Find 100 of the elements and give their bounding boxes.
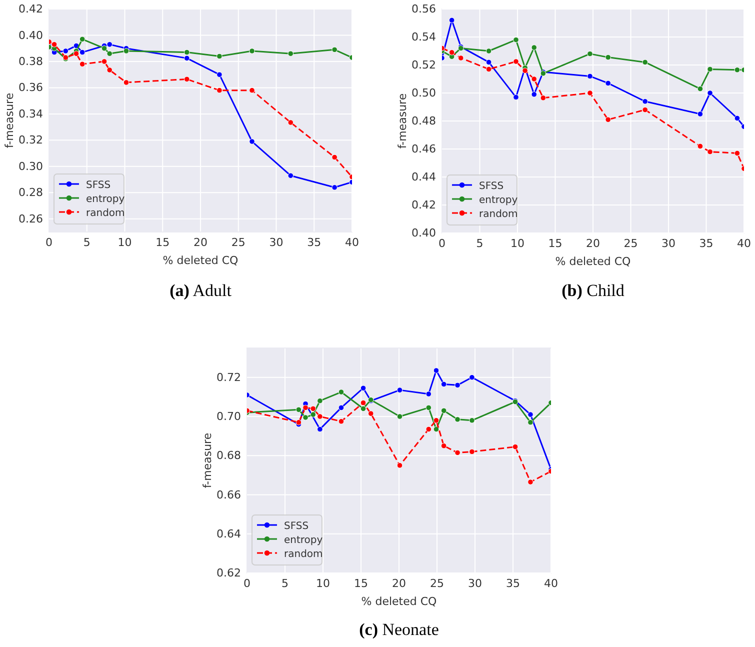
point xyxy=(101,45,108,52)
y-axis-title: f-measure xyxy=(201,432,214,488)
y-tick-label: 0.30 xyxy=(18,160,43,173)
y-tick-label: 0.34 xyxy=(18,107,43,120)
point xyxy=(106,50,112,56)
point xyxy=(469,418,475,424)
x-axis-title: % deleted CQ xyxy=(555,255,632,268)
point xyxy=(360,400,366,406)
point xyxy=(522,68,528,74)
point xyxy=(440,381,447,388)
point xyxy=(458,55,464,61)
y-axis-title: f-measure xyxy=(3,92,16,148)
point xyxy=(454,382,460,388)
point xyxy=(486,48,492,54)
x-tick-label: 0 xyxy=(244,576,250,590)
point xyxy=(360,406,366,412)
point xyxy=(106,42,112,48)
point xyxy=(123,48,130,54)
point xyxy=(433,368,440,374)
point xyxy=(317,426,323,432)
y-tick-label: 0.68 xyxy=(216,449,241,462)
point xyxy=(62,48,69,54)
point xyxy=(123,80,130,86)
point xyxy=(249,138,255,144)
x-tick-label: 15 xyxy=(354,576,368,590)
point xyxy=(288,50,294,56)
x-tick-label: 40 xyxy=(544,576,558,590)
point xyxy=(513,58,519,64)
legend-label: random xyxy=(479,209,518,220)
point xyxy=(512,444,518,450)
point xyxy=(310,406,316,412)
point xyxy=(426,426,432,432)
point xyxy=(697,86,704,92)
point xyxy=(79,36,86,42)
point xyxy=(302,414,308,420)
x-tick-label: 30 xyxy=(662,236,676,250)
x-axis-title: % deleted CQ xyxy=(361,595,438,608)
y-tick-label: 0.28 xyxy=(18,186,43,200)
point xyxy=(531,92,538,98)
point xyxy=(707,90,713,96)
point xyxy=(184,49,190,56)
x-tick-label: 15 xyxy=(548,236,562,250)
y-tick-label: 0.36 xyxy=(18,81,43,94)
point xyxy=(697,111,704,117)
point xyxy=(317,414,323,420)
point xyxy=(51,42,58,48)
x-tick-label: 20 xyxy=(194,236,208,249)
y-tick-label: 0.72 xyxy=(216,370,241,384)
point xyxy=(528,479,534,485)
text: (a) Adult xyxy=(170,281,232,300)
y-tick-label: 0.26 xyxy=(18,212,43,226)
y-tick-label: 0.70 xyxy=(216,410,241,423)
x-tick-label: 15 xyxy=(156,236,170,249)
point xyxy=(486,66,492,72)
x-tick-label: 10 xyxy=(118,236,132,249)
point xyxy=(433,418,440,424)
legend-label: random xyxy=(284,549,323,560)
point xyxy=(448,17,455,24)
point xyxy=(426,391,432,397)
x-tick-label: 10 xyxy=(510,236,524,250)
point xyxy=(707,148,713,155)
point xyxy=(707,66,713,72)
point xyxy=(368,410,374,416)
x-tick-label: 20 xyxy=(586,236,600,250)
legend-label: random xyxy=(86,208,125,219)
x-tick-label: 35 xyxy=(307,236,322,249)
point xyxy=(531,44,538,50)
point xyxy=(288,172,294,178)
point xyxy=(642,106,648,113)
point xyxy=(184,55,190,62)
point xyxy=(605,80,611,86)
point xyxy=(734,150,740,156)
point xyxy=(338,389,344,395)
point xyxy=(469,374,475,380)
point xyxy=(396,414,403,420)
point xyxy=(216,53,222,60)
legend-label: SFSS xyxy=(86,180,111,191)
point xyxy=(396,462,403,468)
point xyxy=(469,448,475,455)
y-tick-label: 0.52 xyxy=(412,58,436,72)
point xyxy=(296,406,302,413)
x-tick-label: 0 xyxy=(438,236,446,250)
legend-label: entropy xyxy=(284,535,323,546)
legend-label: entropy xyxy=(86,194,125,205)
point xyxy=(440,442,447,449)
point xyxy=(433,426,440,432)
point xyxy=(448,50,455,56)
x-tick-label: 25 xyxy=(430,576,444,590)
legend-label: SFSS xyxy=(479,181,504,192)
x-tick-label: 40 xyxy=(345,236,359,249)
point xyxy=(101,58,108,64)
y-tick-label: 0.32 xyxy=(18,134,43,147)
x-tick-label: 5 xyxy=(282,576,288,590)
point xyxy=(528,412,534,418)
y-tick-label: 0.40 xyxy=(18,28,43,42)
point xyxy=(587,90,593,96)
x-tick-label: 30 xyxy=(269,236,284,249)
y-tick-label: 0.44 xyxy=(412,170,436,184)
point xyxy=(332,154,338,160)
point xyxy=(734,115,740,122)
